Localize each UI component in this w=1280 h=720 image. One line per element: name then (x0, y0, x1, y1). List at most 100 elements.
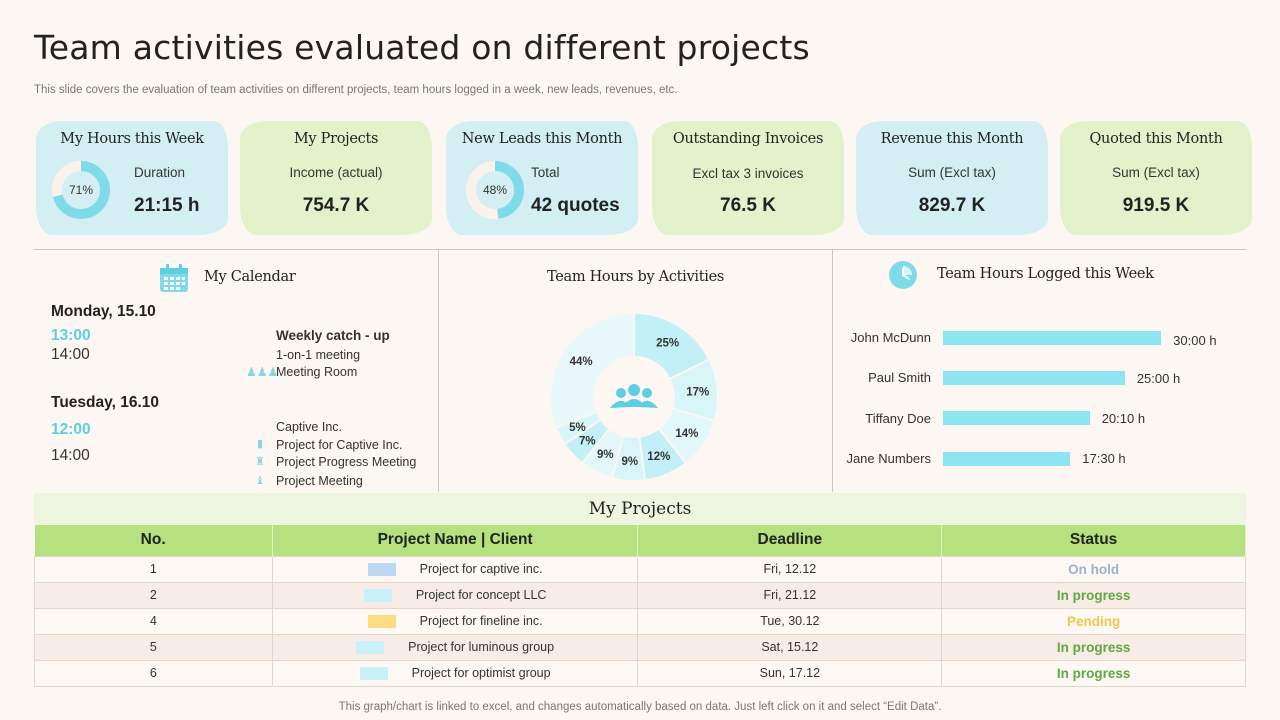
kpi-value: 42 quotes (531, 195, 620, 216)
bar[interactable] (943, 411, 1090, 425)
bar-label: Paul Smith (868, 370, 931, 385)
column-header[interactable]: Deadline (637, 525, 943, 556)
table-row[interactable]: 5 Project for luminous group Sat, 15.12 In … (34, 633, 1246, 661)
kpi-label: Income (actual) (289, 165, 383, 180)
column-header[interactable]: Status (941, 525, 1246, 556)
kpi-label: Excl tax 3 invoices (692, 166, 804, 181)
calendar-end-time: 14:00 (51, 346, 90, 363)
calendar-event-line: Meeting Room (276, 365, 358, 379)
kpi-value: 754.7 K (302, 195, 370, 216)
project-name-cell: Project for optimist group (271, 659, 639, 687)
calendar-event-line: Project for Captive Inc. (276, 438, 403, 452)
project-deadline: Fri, 12.12 (637, 555, 943, 583)
projects-table: My Projects No. Project Name | Client De… (34, 493, 1246, 687)
calendar-event-line: 1-on-1 meeting (276, 348, 361, 362)
bar[interactable] (943, 331, 1162, 345)
table-row[interactable]: 1 Project for captive inc. Fri, 12.12 On ho… (34, 555, 1246, 583)
bar-value-label: 25:00 h (1136, 371, 1181, 386)
kpi-value: 76.5 K (720, 195, 776, 216)
kpi-card-projects[interactable]: My Projects Income (actual) 754.7 K (240, 121, 432, 235)
project-name: Project for captive inc. (419, 561, 543, 576)
activities-title: Team Hours by Activities (546, 269, 725, 285)
kpi-card-leads[interactable]: New Leads this Month 48% Total 42 quotes (446, 121, 638, 235)
project-color-swatch (367, 615, 396, 629)
kpi-card-hours[interactable]: My Hours this Week 71% Duration 21:15 h (36, 121, 228, 235)
project-name-cell: Project for concept LLC (271, 581, 639, 609)
calendar-start-time[interactable]: 12:00 (51, 421, 91, 438)
activities-donut-chart[interactable]: 25%17%14%12%9%9%7%5%44% (539, 302, 729, 492)
page-subtitle: This slide covers the evaluation of team… (34, 84, 678, 96)
project-name: Project for concept LLC (415, 587, 547, 602)
divider (438, 250, 439, 492)
kpi-label: Sum (Excl tax) (908, 165, 996, 180)
calendar-day: Monday, 15.10 (51, 303, 156, 320)
project-name: Project for fineline inc. (419, 613, 543, 628)
kpi-title: Outstanding Invoices (672, 131, 824, 147)
kpi-title: New Leads this Month (461, 131, 623, 147)
project-name-cell: Project for luminous group (271, 633, 639, 661)
project-status-cell: On hold (941, 555, 1246, 583)
bar-label: John McDunn (850, 330, 931, 345)
bar-value-label: 30:00 h (1173, 333, 1217, 348)
donut-percent: 48% (483, 183, 507, 197)
project-name-cell: Project for captive inc. (271, 555, 639, 583)
project-name: Project for optimist group (411, 665, 551, 680)
kpi-card-revenue[interactable]: Revenue this Month Sum (Excl tax) 829.7 … (856, 121, 1048, 235)
project-name: Project for luminous group (408, 639, 555, 654)
table-row[interactable]: 2 Project for concept LLC Fri, 21.12 In pro… (34, 581, 1246, 609)
bar-value-label: 17:30 h (1082, 451, 1126, 466)
pie-slice-label: 25% (656, 338, 679, 350)
calendar-day: Tuesday, 16.10 (51, 394, 159, 411)
pie-slice-label: 12% (647, 451, 670, 463)
kpi-label: Sum (Excl tax) (1112, 165, 1200, 180)
projects-title: My Projects (34, 493, 1246, 525)
leads-donut: 48% (466, 161, 524, 219)
kpi-title: My Hours this Week (60, 131, 204, 147)
calendar-event-title[interactable]: Captive Inc. (276, 420, 343, 434)
table-row[interactable]: 4 Project for fineline inc. Tue, 30.12 Pend… (34, 607, 1246, 635)
project-status-cell: In progress (941, 659, 1246, 687)
project-name-cell: Project for fineline inc. (271, 607, 639, 635)
donut-percent: 71% (69, 183, 93, 197)
divider (832, 250, 833, 492)
project-no: 2 (34, 581, 273, 609)
bar-label: Jane Numbers (846, 451, 931, 466)
project-deadline: Tue, 30.12 (637, 607, 943, 635)
status-badge: Pending (1066, 613, 1121, 629)
clock-icon (889, 261, 917, 289)
team-icon (610, 384, 658, 408)
project-color-swatch (356, 641, 385, 655)
kpi-title: My Projects (293, 131, 379, 147)
divider (34, 249, 1246, 250)
pie-slice-label: 9% (621, 456, 638, 468)
bar[interactable] (943, 371, 1125, 385)
project-no: 4 (34, 607, 273, 635)
kpi-title: Revenue this Month (880, 131, 1024, 147)
document-icon: ▮ (257, 438, 264, 450)
project-color-swatch (363, 589, 392, 603)
pie-slice-label: 9% (597, 449, 614, 461)
status-badge: In progress (1056, 587, 1131, 603)
kpi-value: 919.5 K (1122, 195, 1190, 216)
footer-note: This graph/chart is linked to excel, and… (338, 701, 942, 713)
bar[interactable] (943, 452, 1071, 466)
logged-title: Team Hours Logged this Week (937, 266, 1154, 282)
kpi-title: Quoted this Month (1089, 131, 1223, 147)
pie-slice[interactable] (631, 358, 719, 423)
table-row[interactable]: 6 Project for optimist group Sun, 17.12 In … (34, 659, 1246, 687)
calendar-event-line: Project Meeting (276, 474, 363, 488)
kpi-card-quoted[interactable]: Quoted this Month Sum (Excl tax) 919.5 K (1060, 121, 1252, 235)
pie-slice-label: 17% (686, 386, 709, 398)
pie-slice-label: 44% (570, 356, 593, 368)
kpi-card-invoices[interactable]: Outstanding Invoices Excl tax 3 invoices… (652, 121, 844, 235)
project-deadline: Fri, 21.12 (637, 581, 943, 609)
calendar-event-title[interactable]: Weekly catch - up (276, 328, 390, 343)
column-header[interactable]: No. (34, 525, 273, 556)
project-color-swatch (359, 667, 388, 681)
pie-slice-label: 7% (579, 436, 596, 448)
column-header[interactable]: Project Name | Client (272, 525, 639, 556)
calendar-icon (160, 264, 188, 292)
calendar-start-time[interactable]: 13:00 (51, 327, 91, 344)
project-color-swatch (367, 563, 396, 577)
project-no: 6 (34, 659, 273, 687)
